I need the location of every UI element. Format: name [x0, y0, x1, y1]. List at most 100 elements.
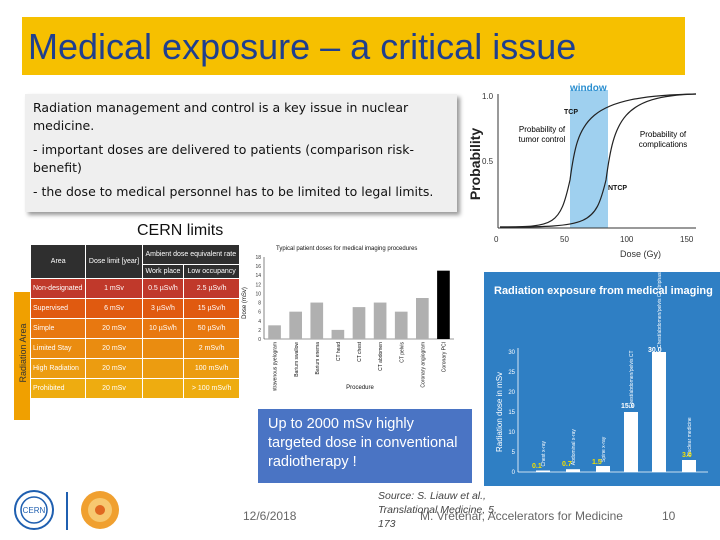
imaging-chart-title: Typical patient doses for medical imagin… [276, 246, 417, 252]
col-header-area: Area [29, 244, 87, 279]
exposure-bar [536, 470, 550, 472]
exposure-ytick: 15 [508, 410, 515, 416]
title-bar [22, 17, 685, 75]
cell-work: 3 µSv/h [141, 298, 185, 319]
imaging-ytick: 8 [258, 301, 261, 307]
imaging-chart-xlabel: Procedure [346, 385, 374, 391]
radiotherapy-callout: Up to 2000 mSv highly targeted dose in c… [258, 409, 472, 483]
imaging-ytick: 16 [255, 264, 261, 270]
table-row: Non-designated 1 mSv 0.5 µSv/h 2.5 µSv/h [29, 278, 240, 299]
complications-label-box: Probability of complications [630, 130, 696, 150]
imaging-bar [331, 329, 345, 339]
imaging-ytick: 12 [255, 282, 261, 288]
prob-xtick-100: 100 [620, 235, 634, 244]
exposure-value-3: 3.0 [682, 452, 692, 459]
prob-xtick-50: 50 [560, 235, 569, 244]
imaging-dose-chart: Typical patient doses for medical imagin… [242, 246, 454, 391]
imaging-bar [394, 311, 408, 339]
cell-area: High Radiation [29, 358, 87, 379]
cell-area: Limited Stay [29, 338, 87, 359]
cern-limits-label: CERN limits [137, 222, 224, 239]
imaging-ytick: 6 [258, 310, 261, 316]
exposure-value-15b: 1.5 [592, 459, 602, 466]
cell-work: 0.5 µSv/h [141, 278, 185, 299]
exposure-ylabel: Radiation dose in mSv [495, 372, 504, 452]
exposure-category-label: Nuclear medicine [687, 417, 693, 456]
cell-area: Supervised [29, 298, 87, 319]
intro-textbox: Radiation management and control is a ke… [25, 94, 457, 212]
imaging-xtick: CT chest [357, 341, 363, 362]
imaging-bar [268, 325, 281, 339]
imaging-bar [416, 298, 429, 339]
cell-low: 15 µSv/h [183, 298, 240, 319]
exposure-bar [652, 352, 666, 472]
cell-low: 2.5 µSv/h [183, 278, 240, 299]
imaging-xtick: CT pelvis [399, 342, 405, 363]
tcp-curve [499, 93, 697, 228]
imaging-bar [352, 307, 366, 339]
tumor-control-label-box: Probability of tumor control [516, 125, 568, 145]
imaging-xtick: Coronary angiogram [420, 342, 426, 388]
prob-xlabel: Dose (Gy) [620, 249, 661, 259]
exposure-category-label: Chest/abdomen/pelvis CT (triphasic) [657, 272, 663, 348]
imaging-xtick: Barium enema [315, 342, 321, 375]
cell-area: Prohibited [29, 378, 87, 399]
imaging-xtick: Coronary PCI [442, 342, 448, 372]
col-header-low-occupancy: Low occupancy [183, 264, 240, 279]
cell-area: Non-designated [29, 278, 87, 299]
page-number: 10 [662, 509, 676, 523]
imaging-xtick: Barium swallow [294, 342, 300, 377]
therapeutic-window-band [570, 90, 608, 228]
bullet-dose-personnel: - the dose to medical personnel has to b… [33, 184, 434, 199]
exposure-ytick: 0 [512, 470, 516, 476]
exposure-chart: Radiation exposure from medical imaging … [494, 267, 713, 476]
imaging-ytick: 18 [255, 255, 261, 261]
table-row: Prohibited 20 mSv > 100 mSv/h [29, 378, 240, 399]
imaging-bar [437, 270, 450, 339]
imaging-chart-ylabel: Dose (mSv) [242, 287, 248, 319]
exposure-category-label: Spine x-ray [601, 436, 607, 462]
imaging-bar [289, 311, 302, 339]
exposure-bar [596, 466, 610, 472]
exposure-bar [566, 469, 580, 472]
tumor-control-label: Probability of tumor control [516, 125, 568, 145]
prob-xtick-0: 0 [494, 235, 499, 244]
cell-low: 2 mSv/h [183, 338, 240, 359]
slide-title: Medical exposure – a critical issue [28, 26, 577, 67]
imaging-bar [373, 302, 387, 339]
prob-ytick-1: 1.0 [482, 92, 494, 101]
cell-work [141, 358, 185, 379]
col-header-ambient: Ambient dose equivalent rate [141, 244, 241, 265]
exposure-panel: Radiation exposure from medical imaging … [484, 267, 720, 486]
prob-ylabel: Probability [467, 128, 483, 201]
cell-dose: 1 mSv [85, 278, 143, 299]
imaging-ytick: 0 [258, 337, 261, 343]
exposure-bar [682, 460, 696, 472]
exposure-value-01: 0.1 [532, 463, 542, 470]
footer-source: Source: S. Liauw et al., Translational M… [378, 490, 497, 530]
cell-work [141, 338, 185, 359]
cell-dose: 6 mSv [85, 298, 143, 319]
probability-chart: window Probability 1.0 0.5 0 50 100 150 … [467, 83, 697, 259]
cell-area: Simple [29, 318, 87, 339]
radiation-area-sidebar [14, 292, 30, 420]
ntcp-curve [499, 93, 697, 228]
radiation-area-table: Area Dose limit [year] Ambient dose equi… [29, 244, 241, 399]
prob-ytick-05: 0.5 [482, 157, 494, 166]
exposure-ytick: 10 [508, 430, 515, 436]
exposure-title: Radiation exposure from medical imaging [494, 285, 713, 297]
col-header-dose-limit: Dose limit [year] [85, 244, 143, 279]
cell-dose: 20 mSv [85, 358, 143, 379]
footer-date: 12/6/2018 [243, 509, 297, 523]
imaging-xtick: CT abdomen [378, 342, 384, 371]
cell-low: 50 µSv/h [183, 318, 240, 339]
cell-dose: 20 mSv [85, 318, 143, 339]
cell-work: 10 µSv/h [141, 318, 185, 339]
table-row: Supervised 6 mSv 3 µSv/h 15 µSv/h [29, 298, 240, 319]
imaging-ytick: 2 [258, 328, 261, 334]
logo-divider [66, 492, 68, 530]
cell-dose: 20 mSv [85, 378, 143, 399]
cern-logo: CERN [14, 490, 54, 530]
exposure-category-label: Chest x-ray [541, 440, 547, 466]
prob-xtick-150: 150 [680, 235, 694, 244]
